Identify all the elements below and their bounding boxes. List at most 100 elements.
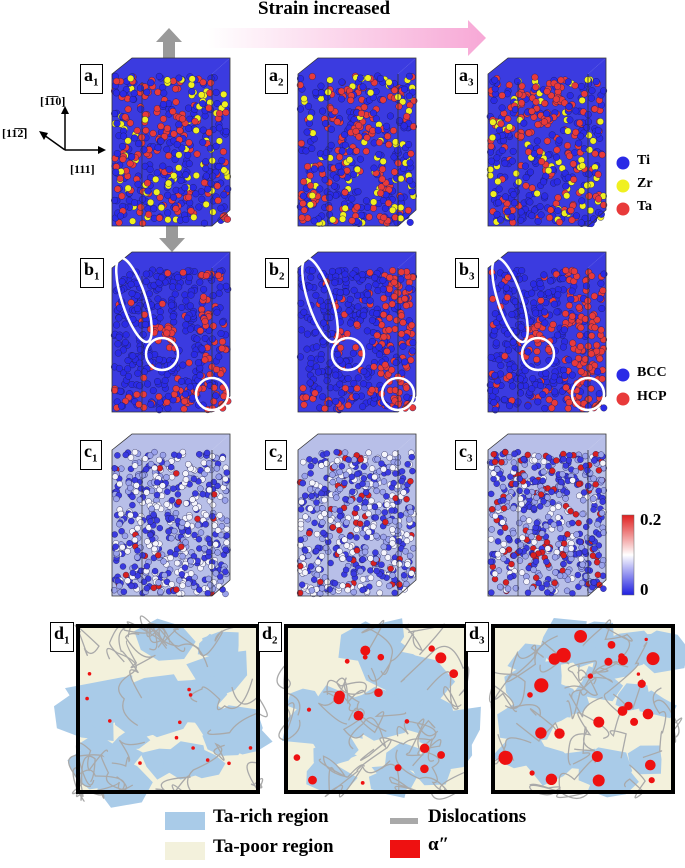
atom — [498, 362, 505, 369]
atom — [516, 91, 523, 98]
atom — [159, 301, 166, 308]
atom — [518, 100, 525, 107]
alpha-precipitate — [556, 648, 571, 663]
atom — [588, 351, 595, 358]
atom — [398, 269, 405, 276]
atom — [342, 496, 348, 502]
atom — [366, 511, 372, 517]
atom — [380, 286, 387, 293]
atom — [371, 165, 378, 172]
atom — [202, 357, 209, 364]
atom — [132, 564, 138, 570]
atom — [301, 95, 308, 102]
legend-ta-label: Ta — [637, 199, 652, 215]
atom — [404, 538, 410, 544]
atom — [572, 360, 579, 367]
atom — [510, 148, 517, 155]
atom — [547, 207, 554, 214]
atom — [525, 452, 531, 458]
atom — [398, 331, 405, 338]
atom — [533, 559, 539, 565]
atom — [376, 151, 383, 158]
atom — [119, 544, 125, 550]
atom — [410, 545, 416, 551]
atom — [148, 79, 155, 86]
atom — [545, 546, 551, 552]
atom — [300, 385, 307, 392]
atom — [152, 465, 158, 471]
atom — [492, 513, 498, 519]
atom — [172, 86, 179, 93]
legend-swatch-ta-poor — [165, 842, 205, 860]
atom — [544, 581, 550, 587]
atom — [408, 150, 415, 157]
atom — [194, 151, 201, 158]
atom — [517, 476, 523, 482]
atom — [545, 290, 552, 297]
atom — [491, 451, 497, 457]
atom — [193, 506, 199, 512]
atom — [399, 468, 405, 474]
atom — [329, 268, 336, 275]
atom — [381, 466, 387, 472]
atom — [185, 105, 192, 112]
atom — [547, 278, 554, 285]
atom — [224, 540, 230, 546]
atom — [571, 268, 578, 275]
atom — [174, 560, 180, 566]
atom — [198, 530, 204, 536]
atom — [339, 216, 346, 223]
atom — [505, 535, 511, 541]
atom — [409, 189, 416, 196]
alpha-precipitate — [374, 688, 383, 697]
atom — [552, 554, 558, 560]
atom — [533, 356, 540, 363]
atom — [364, 204, 371, 211]
atom — [155, 89, 162, 96]
atom — [165, 393, 172, 400]
atom — [590, 138, 597, 145]
atom — [298, 521, 304, 527]
atom — [142, 321, 149, 328]
atom — [500, 497, 506, 503]
atom — [516, 548, 522, 554]
atom — [598, 452, 604, 458]
atom — [311, 136, 318, 143]
atom — [301, 309, 308, 316]
atom — [499, 459, 505, 465]
atom — [337, 357, 344, 364]
atom — [143, 466, 149, 472]
atom — [377, 190, 384, 197]
atom — [569, 340, 576, 347]
atom — [517, 217, 524, 224]
atom — [346, 157, 353, 164]
atom — [521, 120, 528, 127]
atom — [569, 217, 576, 224]
atom — [183, 539, 189, 545]
atom — [179, 571, 185, 577]
atom — [196, 587, 202, 593]
colorbar-max-label: 0.2 — [640, 510, 661, 530]
alpha-precipitate — [187, 688, 191, 692]
atom — [582, 356, 589, 363]
atom — [329, 472, 335, 478]
atom — [132, 463, 138, 469]
atom — [407, 553, 413, 559]
atom — [386, 327, 393, 334]
atom — [169, 497, 175, 503]
atom — [543, 559, 549, 565]
atom — [132, 537, 138, 543]
atom — [183, 172, 190, 179]
atom — [492, 571, 498, 577]
atom — [349, 217, 356, 224]
alpha-precipitate — [593, 717, 604, 728]
atom — [208, 80, 215, 87]
atom — [503, 285, 510, 292]
atom — [357, 497, 363, 503]
atom — [565, 405, 572, 412]
atom — [220, 91, 227, 98]
legend-swatch-ta-rich — [165, 812, 205, 830]
atom — [201, 179, 208, 186]
atom — [320, 530, 326, 536]
atom-box-a1 — [111, 58, 231, 227]
